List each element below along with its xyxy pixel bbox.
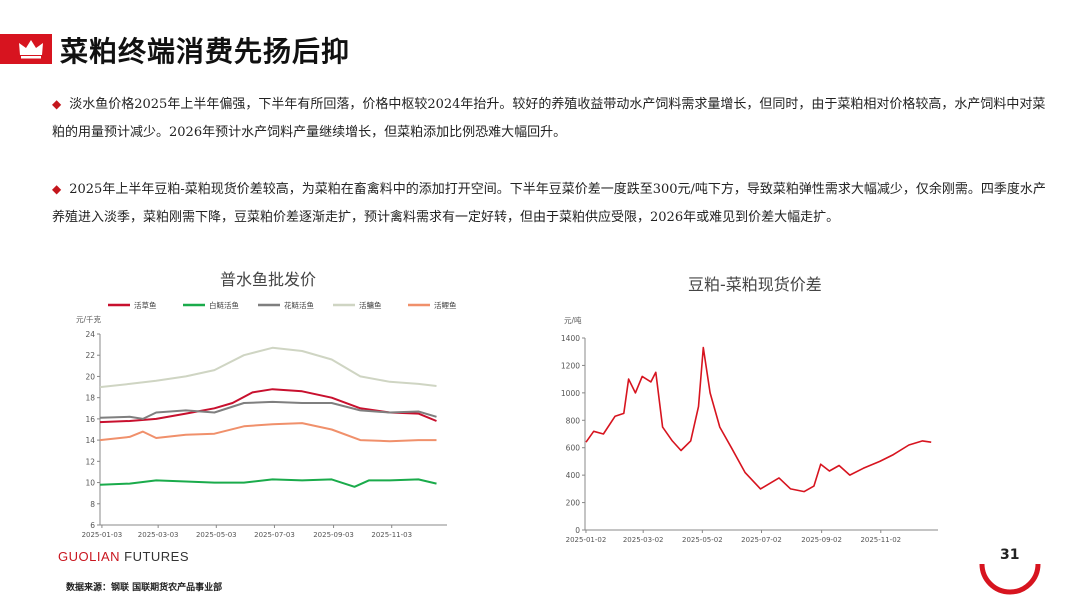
x-tick-label: 2025-01-02 [566,536,607,544]
y-tick-label: 22 [85,351,95,360]
legend-label: 活鲤鱼 [434,300,457,310]
x-tick-label: 2025-03-02 [623,536,664,544]
crown-icon [19,40,43,59]
y-axis-label: 元/吨 [564,315,582,325]
diamond-bullet-icon: ◆ [52,182,62,196]
paragraph-fish-price: ◆ 淡水鱼价格2025年上半年偏强，下半年有所回落，价格中枢较2024年抬升。较好… [52,90,1052,147]
x-tick-label: 2025-09-02 [801,536,842,544]
brand-name-light: FUTURES [120,549,190,564]
paragraph-meal-spread: ◆ 2025年上半年豆粕-菜粕现货价差较高，为菜粕在畜禽料中的添加打开空间。下半年… [52,175,1052,232]
meal-spread-chart: 0 200 400 600 800 1000 1200 1400 2025-01-02 2025-… [561,315,938,544]
series-line [99,422,437,443]
x-tick-label: 2025-07-02 [741,536,782,544]
x-tick-label: 2025-11-02 [860,536,901,544]
brand-logo: GUOLIAN FUTURES [58,549,189,564]
legend-label: 活草鱼 [134,300,157,310]
data-source: 数据来源：钢联 国联期货农产品事业部 [66,583,223,593]
y-tick-label: 6 [90,521,95,530]
diamond-bullet-icon: ◆ [52,97,62,111]
x-tick-label: 2025-11-03 [371,531,412,539]
y-tick-label: 1200 [561,361,580,370]
y-tick-label: 0 [575,526,580,535]
y-tick-label: 8 [90,500,95,509]
y-tick-label: 18 [85,394,95,403]
series-line [99,478,437,488]
series-line [99,400,437,420]
y-tick-label: 10 [85,479,95,488]
paragraph-text: 淡水鱼价格2025年上半年偏强，下半年有所回落，价格中枢较2024年抬升。较好的… [52,97,1046,140]
y-tick-label: 14 [85,436,95,445]
paragraph-text: 2025年上半年豆粕-菜粕现货价差较高，为菜粕在畜禽料中的添加打开空间。下半年豆… [52,182,1046,225]
y-tick-label: 200 [566,499,581,508]
page-number: 31 [1000,547,1020,563]
x-tick-label: 2025-01-03 [82,531,123,539]
y-tick-label: 12 [85,457,95,466]
x-tick-label: 2025-03-03 [138,531,179,539]
y-tick-label: 600 [566,444,581,453]
fish-price-chart: 6 8 10 12 14 16 18 20 22 24 2025-01-03 2025-03-03 20… [76,300,457,539]
y-tick-label: 400 [566,471,581,480]
y-axis-label: 元/千克 [76,314,102,324]
page-title: 菜粕终端消费先扬后抑 [60,35,351,68]
series-line [585,346,932,493]
chart-title-spread: 豆粕-菜粕现货价差 [688,275,822,294]
y-tick-label: 800 [566,416,581,425]
chart-title-fish: 普水鱼批发价 [220,270,317,289]
x-tick-label: 2025-07-03 [254,531,295,539]
legend-label: 花鲢活鱼 [284,300,314,310]
y-tick-label: 24 [85,330,95,339]
x-tick-label: 2025-09-03 [313,531,354,539]
series-line [99,388,437,424]
y-tick-label: 20 [85,372,95,381]
x-tick-label: 2025-05-03 [196,531,237,539]
y-tick-label: 1400 [561,334,580,343]
series-line [99,346,437,389]
legend-label: 白鲢活鱼 [209,300,239,310]
y-tick-label: 1000 [561,389,580,398]
brand-name-bold: GUOLIAN [58,549,121,564]
y-tick-label: 16 [85,415,95,424]
x-tick-label: 2025-05-02 [682,536,723,544]
page-corner-arc-icon [979,563,1041,595]
legend-label: 活鳙鱼 [359,300,382,310]
